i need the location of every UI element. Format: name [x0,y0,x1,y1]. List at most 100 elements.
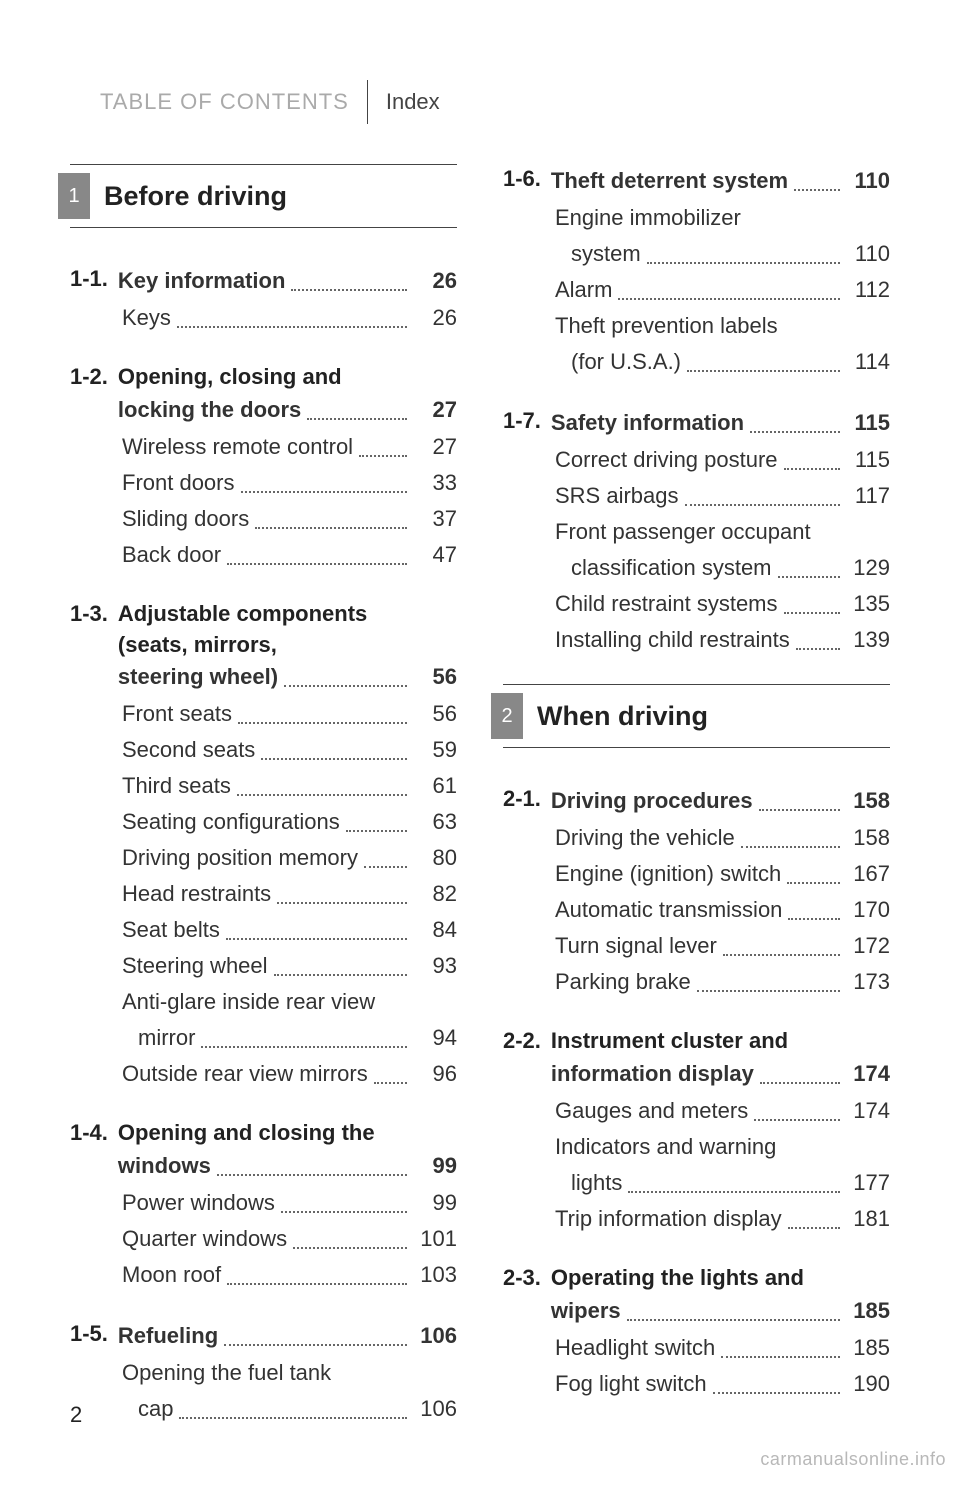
toc-entry-page: 173 [846,965,890,998]
toc-entry-page: 61 [413,769,457,802]
toc-entry-label: Driving the vehicle [555,821,735,854]
section-title-wrap: Theft deterrent system110 [551,164,890,197]
toc-entry-line: Front passenger occupant [503,515,890,548]
leader-dots [697,990,840,992]
toc-entry: Wireless remote control 27 [70,430,457,463]
toc-entry: Driving position memory80 [70,841,457,874]
toc-entry-label: Front seats [122,697,232,730]
toc-section: 1-5.Refueling106Opening the fuel tankcap… [70,1319,457,1425]
leader-dots [364,866,407,868]
chapter-header: 1Before driving [70,164,457,228]
section-title-last-line: Driving procedures158 [551,784,890,817]
toc-entry: Keys26 [70,301,457,334]
toc-entry-label: Sliding doors [122,502,249,535]
toc-entry: system110 [503,237,890,270]
toc-entry-page: 177 [846,1166,890,1199]
toc-entry-page: 112 [846,273,890,306]
section-title-wrap: Instrument cluster andinformation displa… [551,1026,890,1090]
toc-section: 2-1.Driving procedures158Driving the veh… [503,784,890,998]
toc-entry: Seat belts84 [70,913,457,946]
section-number: 1-1. [70,264,118,297]
section-heading: 1-7.Safety information115 [503,406,890,439]
toc-entry-label: Back door [122,538,221,571]
toc-entry-page: 135 [846,587,890,620]
toc-entry-page: 93 [413,949,457,982]
toc-entry: classification system 129 [503,551,890,584]
leader-dots [750,431,840,433]
toc-entry-page: 106 [413,1392,457,1425]
toc-entry-label: Parking brake [555,965,691,998]
leader-dots [261,758,407,760]
toc-entry-label: Engine (ignition) switch [555,857,781,890]
toc-entry-page: 129 [846,551,890,584]
toc-entry-label: Power windows [122,1186,275,1219]
toc-entry-page: 37 [413,502,457,535]
toc-entry: Seating configurations 63 [70,805,457,838]
leader-dots [255,527,407,529]
toc-entry: lights177 [503,1166,890,1199]
section-title-line: (seats, mirrors, [118,630,457,661]
toc-entry: Sliding doors 37 [70,502,457,535]
leader-dots [787,882,840,884]
section-number: 2-2. [503,1026,551,1090]
chapter-title: When driving [537,701,708,732]
toc-entry: Driving the vehicle158 [503,821,890,854]
toc-entry-label: Third seats [122,769,231,802]
toc-entry-page: 63 [413,805,457,838]
toc-entry-label: Gauges and meters [555,1094,748,1127]
leader-dots [794,189,840,191]
section-title-last-line: Safety information115 [551,406,890,439]
leader-dots [796,648,840,650]
section-title-text: locking the doors [118,393,301,426]
section-page: 115 [846,406,890,439]
section-number: 1-2. [70,362,118,426]
toc-entry-label: system [571,237,641,270]
chapter-header: 2When driving [503,684,890,748]
leader-dots [685,504,840,506]
toc-entry: cap106 [70,1392,457,1425]
leader-dots [281,1211,407,1213]
toc-entry: Parking brake 173 [503,965,890,998]
toc-entry-page: 47 [413,538,457,571]
toc-entry-page: 27 [413,430,457,463]
toc-entry-label: classification system [571,551,772,584]
toc-entry-label: Wireless remote control [122,430,353,463]
toc-section: 1-1.Key information26 Keys26 [70,264,457,334]
section-number: 1-7. [503,406,551,439]
leader-dots [226,938,407,940]
leader-dots [760,1082,840,1084]
section-page: 99 [413,1149,457,1182]
section-title-wrap: Adjustable components(seats, mirrors,ste… [118,599,457,694]
toc-entry: Alarm112 [503,273,890,306]
toc-entry-label: Front doors [122,466,235,499]
toc-entry: Moon roof103 [70,1258,457,1291]
section-page: 27 [413,393,457,426]
toc-entry-line: Indicators and warning [503,1130,890,1163]
section-heading: 1-3.Adjustable components(seats, mirrors… [70,599,457,694]
section-title-last-line: Theft deterrent system110 [551,164,890,197]
leader-dots [741,846,840,848]
toc-entry-label: Trip information display [555,1202,782,1235]
section-page: 174 [846,1057,890,1090]
toc-entry-page: 80 [413,841,457,874]
toc-section: 1-7.Safety information115Correct driving… [503,406,890,656]
leader-dots [293,1247,407,1249]
section-title-line: Operating the lights and [551,1263,890,1294]
toc-entry-page: 115 [846,443,890,476]
toc-entry: Third seats 61 [70,769,457,802]
toc-entry-page: 174 [846,1094,890,1127]
section-number: 1-5. [70,1319,118,1352]
toc-section: 2-2.Instrument cluster andinformation di… [503,1026,890,1235]
section-title-wrap: Key information26 [118,264,457,297]
section-heading: 2-3.Operating the lights andwipers185 [503,1263,890,1327]
right-column: 1-6.Theft deterrent system110Engine immo… [503,164,890,1453]
section-title-wrap: Safety information115 [551,406,890,439]
toc-entry: Automatic transmission170 [503,893,890,926]
toc-entry: Head restraints82 [70,877,457,910]
toc-entry-label: Seating configurations [122,805,340,838]
section-title-last-line: windows99 [118,1149,457,1182]
leader-dots [291,289,407,291]
toc-entry-label: Automatic transmission [555,893,782,926]
section-heading: 1-4.Opening and closing thewindows99 [70,1118,457,1182]
toc-entry: Trip information display181 [503,1202,890,1235]
